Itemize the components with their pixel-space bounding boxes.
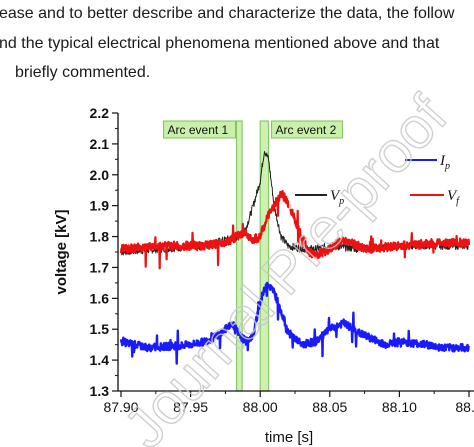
y-tick-label: 1.7 <box>90 259 110 275</box>
arc-event-label-box-2 <box>271 120 344 139</box>
x-axis-label: time [s] <box>265 429 313 446</box>
y-tick-label: 2.2 <box>90 105 110 121</box>
arc-event-band-1 <box>235 120 243 392</box>
arc-event-label-box-1 <box>163 120 237 139</box>
arc-event-label-1: Arc event 1 <box>168 123 229 137</box>
series-line-vf <box>119 190 471 270</box>
y-tick-label: 1.3 <box>90 383 110 399</box>
y-tick-label: 1.8 <box>90 229 110 245</box>
y-tick-label: 1.4 <box>90 352 110 368</box>
y-tick-label: 2.0 <box>90 167 110 183</box>
body-text-line-2: nd the typical electrical phenomena ment… <box>0 35 440 52</box>
y-tick-label: 1.9 <box>90 198 110 214</box>
y-tick-label: 1.6 <box>90 290 110 306</box>
series-line-ip <box>119 281 470 365</box>
body-text-line-3: briefly commented. <box>15 64 151 81</box>
x-tick-label: 88.10 <box>382 399 417 415</box>
y-tick-label: 1.5 <box>90 321 110 337</box>
y-axis-label: voltage [kV] <box>53 209 70 294</box>
x-tick-label: 87.95 <box>173 399 208 415</box>
legend-box-1 <box>402 150 474 180</box>
x-tick-label: 87.90 <box>103 399 138 415</box>
x-tick-label: 88.1 <box>455 399 474 415</box>
legend-entry-vf: Vf <box>447 188 460 207</box>
body-text-line-1: ease and to better describe and characte… <box>0 5 455 22</box>
x-tick-label: 88.05 <box>312 399 347 415</box>
legend-entry-vp: Vp <box>330 188 344 207</box>
arc-event-label-2: Arc event 2 <box>276 123 337 137</box>
x-tick-label: 88.00 <box>243 399 278 415</box>
y-tick-label: 2.1 <box>90 136 110 152</box>
arc-event-band-2 <box>259 120 270 392</box>
legend-entry-ip: Ip <box>439 153 450 172</box>
